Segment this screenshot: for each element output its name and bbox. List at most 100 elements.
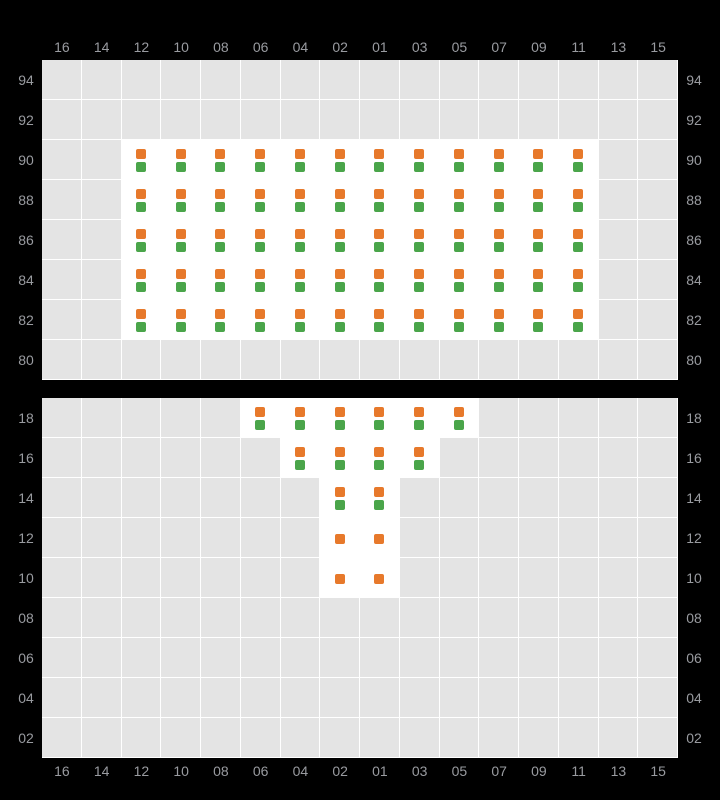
seat[interactable] — [479, 220, 519, 260]
seat[interactable] — [201, 220, 241, 260]
status-marker-green — [255, 242, 265, 252]
seat[interactable] — [479, 260, 519, 300]
status-marker-orange — [295, 229, 305, 239]
seat[interactable] — [122, 220, 162, 260]
seat[interactable] — [559, 220, 599, 260]
seat[interactable] — [320, 260, 360, 300]
seat[interactable] — [320, 438, 360, 478]
seat[interactable] — [360, 260, 400, 300]
seat[interactable] — [241, 398, 281, 438]
seat[interactable] — [281, 180, 321, 220]
grid-cell — [440, 438, 480, 478]
seat[interactable] — [440, 398, 480, 438]
seat[interactable] — [281, 398, 321, 438]
seat[interactable] — [519, 220, 559, 260]
seat[interactable] — [519, 260, 559, 300]
seating-section-lower: 1614121008060402010305070911131518161412… — [0, 398, 720, 784]
seat[interactable] — [360, 438, 400, 478]
seat[interactable] — [201, 180, 241, 220]
seat[interactable] — [281, 438, 321, 478]
seat[interactable] — [281, 140, 321, 180]
seat[interactable] — [320, 478, 360, 518]
seat[interactable] — [201, 140, 241, 180]
seat[interactable] — [122, 260, 162, 300]
seat[interactable] — [360, 398, 400, 438]
seat[interactable] — [161, 180, 201, 220]
grid-cell — [42, 340, 82, 380]
seat[interactable] — [320, 398, 360, 438]
grid-cell — [281, 638, 321, 678]
seat[interactable] — [241, 260, 281, 300]
seat[interactable] — [360, 180, 400, 220]
seat[interactable] — [320, 300, 360, 340]
seat[interactable] — [360, 518, 400, 558]
seat[interactable] — [122, 140, 162, 180]
seat[interactable] — [440, 260, 480, 300]
seat[interactable] — [519, 140, 559, 180]
seat[interactable] — [320, 558, 360, 598]
seat[interactable] — [440, 140, 480, 180]
grid-cell — [122, 438, 162, 478]
seat[interactable] — [400, 438, 440, 478]
grid-cell — [638, 260, 678, 300]
seat[interactable] — [161, 260, 201, 300]
seat[interactable] — [559, 140, 599, 180]
seat[interactable] — [440, 300, 480, 340]
seat[interactable] — [161, 300, 201, 340]
seat[interactable] — [559, 300, 599, 340]
grid-cell — [599, 180, 639, 220]
seat[interactable] — [400, 260, 440, 300]
seat[interactable] — [281, 220, 321, 260]
seat[interactable] — [122, 180, 162, 220]
grid-cell — [161, 340, 201, 380]
seat[interactable] — [360, 300, 400, 340]
grid-cell — [400, 60, 440, 100]
seat[interactable] — [559, 180, 599, 220]
seat[interactable] — [320, 180, 360, 220]
seat[interactable] — [360, 558, 400, 598]
seat[interactable] — [400, 180, 440, 220]
seat[interactable] — [400, 398, 440, 438]
seat[interactable] — [440, 220, 480, 260]
seat[interactable] — [320, 140, 360, 180]
seat[interactable] — [519, 300, 559, 340]
seat[interactable] — [400, 220, 440, 260]
grid-cell — [201, 100, 241, 140]
grid-cell — [201, 60, 241, 100]
seat[interactable] — [161, 140, 201, 180]
seat[interactable] — [281, 300, 321, 340]
seat[interactable] — [440, 180, 480, 220]
seat[interactable] — [559, 260, 599, 300]
grid-cell — [599, 220, 639, 260]
seat[interactable] — [241, 300, 281, 340]
seat[interactable] — [360, 220, 400, 260]
grid-cell — [241, 718, 281, 758]
seat[interactable] — [201, 300, 241, 340]
grid-cell — [519, 718, 559, 758]
seat[interactable] — [360, 478, 400, 518]
seat[interactable] — [122, 300, 162, 340]
seat[interactable] — [360, 140, 400, 180]
grid-cell — [519, 638, 559, 678]
seat[interactable] — [479, 140, 519, 180]
grid-cell — [241, 60, 281, 100]
seat[interactable] — [241, 220, 281, 260]
grid-cell — [161, 678, 201, 718]
seat[interactable] — [400, 300, 440, 340]
grid-cell — [479, 100, 519, 140]
grid-cell — [161, 60, 201, 100]
grid-cell — [599, 300, 639, 340]
seat[interactable] — [281, 260, 321, 300]
seat[interactable] — [320, 220, 360, 260]
seat[interactable] — [201, 260, 241, 300]
seat[interactable] — [161, 220, 201, 260]
seat[interactable] — [519, 180, 559, 220]
seat[interactable] — [400, 140, 440, 180]
row-label: 12 — [10, 518, 42, 558]
seat[interactable] — [320, 518, 360, 558]
status-marker-orange — [454, 269, 464, 279]
seat[interactable] — [479, 300, 519, 340]
seat[interactable] — [479, 180, 519, 220]
seat[interactable] — [241, 140, 281, 180]
seat[interactable] — [241, 180, 281, 220]
